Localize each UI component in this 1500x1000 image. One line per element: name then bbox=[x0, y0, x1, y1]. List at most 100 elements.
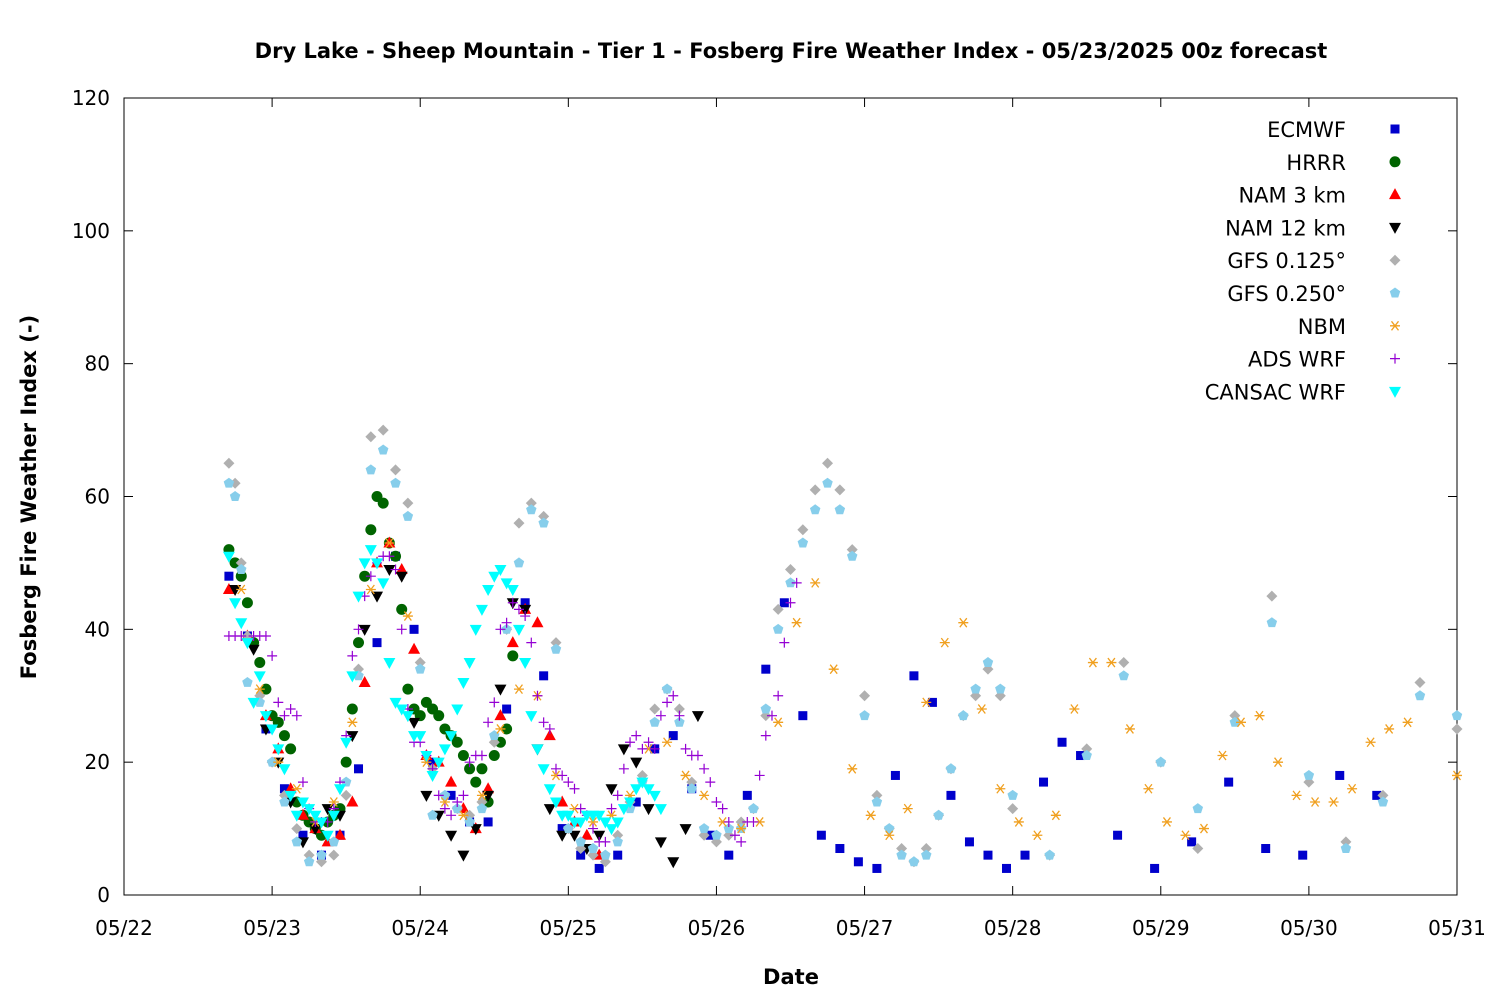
point-nam-12-km bbox=[457, 850, 470, 862]
point-gfs-0-125 bbox=[1118, 657, 1130, 669]
point-gfs-0-250 bbox=[884, 823, 895, 834]
point-nbm bbox=[513, 684, 524, 695]
point-nbm bbox=[865, 810, 876, 821]
point-nbm bbox=[1384, 724, 1395, 734]
point-ecmwf bbox=[594, 863, 604, 873]
point-ads-wrf bbox=[396, 624, 407, 635]
x-tick-label: 05/31 bbox=[1428, 916, 1486, 940]
point-cansac-wrf bbox=[593, 810, 606, 822]
point-ecmwf bbox=[1261, 844, 1271, 854]
point-ads-wrf bbox=[766, 710, 777, 721]
point-ads-wrf bbox=[476, 750, 487, 761]
point-nbm bbox=[1013, 817, 1024, 827]
point-gfs-0-125 bbox=[1266, 590, 1278, 602]
point-nam-3-km bbox=[296, 808, 309, 820]
chart-title: Dry Lake - Sheep Mountain - Tier 1 - Fos… bbox=[255, 39, 1328, 63]
point-ads-wrf bbox=[699, 763, 710, 774]
point-cansac-wrf bbox=[463, 658, 476, 670]
point-nbm bbox=[736, 823, 747, 834]
point-nam-12-km bbox=[309, 824, 322, 836]
point-nbm bbox=[939, 637, 950, 648]
point-nam-12-km bbox=[445, 830, 458, 842]
point-ads-wrf bbox=[557, 770, 568, 781]
point-gfs-0-125 bbox=[846, 544, 858, 556]
point-ecmwf bbox=[539, 671, 549, 681]
point-gfs-0-250 bbox=[908, 856, 920, 867]
point-cansac-wrf bbox=[401, 711, 414, 723]
point-nbm bbox=[1452, 770, 1462, 781]
x-tick-label: 05/30 bbox=[1280, 916, 1338, 940]
point-cansac-wrf bbox=[482, 584, 495, 596]
point-ads-wrf bbox=[569, 783, 580, 794]
point-nbm bbox=[847, 763, 858, 774]
point-nam-12-km bbox=[482, 790, 495, 802]
point-nbm bbox=[1254, 710, 1265, 721]
point-ecmwf bbox=[705, 830, 715, 840]
point-ads-wrf bbox=[273, 697, 284, 708]
point-gfs-0-250 bbox=[785, 577, 796, 588]
point-nam-3-km bbox=[346, 795, 359, 807]
point-ecmwf bbox=[1039, 777, 1049, 787]
point-ads-wrf bbox=[717, 803, 728, 814]
point-ads-wrf bbox=[643, 737, 654, 748]
y-tick-label: 120 bbox=[72, 86, 110, 110]
point-nam-12-km bbox=[642, 804, 655, 816]
point-cansac-wrf bbox=[432, 757, 445, 769]
point-nbm bbox=[1328, 797, 1339, 807]
point-cansac-wrf bbox=[617, 804, 630, 816]
point-cansac-wrf bbox=[253, 671, 266, 683]
axis-ticks: 0 20 40 60 80 100 120 05/22 05/23 05/24 05/25 05/26… bbox=[72, 86, 1486, 940]
point-nam-3-km bbox=[408, 642, 421, 654]
point-nbm bbox=[1365, 737, 1376, 748]
point-hrrr bbox=[365, 524, 377, 536]
point-nbm bbox=[1347, 783, 1358, 794]
point-nam-3-km bbox=[222, 582, 235, 594]
point-nbm bbox=[884, 830, 895, 841]
point-nam-12-km bbox=[593, 830, 606, 842]
point-nbm bbox=[680, 770, 691, 781]
point-gfs-0-250 bbox=[236, 564, 247, 575]
y-tick-label: 60 bbox=[85, 485, 110, 509]
point-cansac-wrf bbox=[389, 697, 402, 709]
x-axis-label: Date bbox=[763, 965, 819, 989]
point-gfs-0-250 bbox=[649, 716, 660, 727]
point-cansac-wrf bbox=[358, 558, 371, 570]
point-ads-wrf bbox=[748, 816, 759, 827]
point-gfs-0-250 bbox=[945, 763, 957, 774]
point-ads-wrf bbox=[452, 797, 463, 808]
legend-label-nam-3-km: NAM 3 km bbox=[1238, 184, 1346, 208]
point-ecmwf bbox=[576, 850, 586, 860]
point-ecmwf bbox=[872, 863, 882, 873]
point-ecmwf bbox=[668, 731, 678, 741]
series-gfs-0-250 bbox=[223, 444, 1463, 867]
point-ads-wrf bbox=[600, 836, 611, 847]
point-gfs-0-125 bbox=[871, 789, 883, 801]
point-cansac-wrf bbox=[605, 824, 618, 836]
point-nam-3-km bbox=[333, 828, 346, 840]
point-gfs-0-125 bbox=[550, 637, 562, 649]
point-gfs-0-125 bbox=[1192, 843, 1204, 855]
point-gfs-0-125 bbox=[649, 703, 661, 715]
point-ecmwf bbox=[742, 790, 752, 800]
point-cansac-wrf bbox=[371, 558, 384, 570]
point-gfs-0-250 bbox=[414, 663, 426, 674]
point-nbm bbox=[902, 803, 913, 814]
point-gfs-0-125 bbox=[822, 457, 834, 469]
point-gfs-0-125 bbox=[377, 424, 389, 436]
legend-marker-nam-12-km bbox=[1389, 222, 1401, 234]
point-cansac-wrf bbox=[229, 598, 242, 610]
point-cansac-wrf bbox=[537, 764, 550, 776]
point-gfs-0-125 bbox=[525, 497, 537, 509]
point-ads-wrf bbox=[773, 690, 784, 701]
point-ecmwf bbox=[557, 824, 567, 834]
point-nbm bbox=[588, 817, 599, 827]
legend-label-ads-wrf: ADS WRF bbox=[1248, 348, 1346, 372]
point-ecmwf bbox=[1187, 837, 1197, 847]
point-nbm bbox=[402, 611, 413, 621]
point-ecmwf bbox=[1372, 790, 1382, 800]
point-cansac-wrf bbox=[654, 804, 667, 816]
point-ecmwf bbox=[1057, 737, 1067, 747]
point-hrrr bbox=[340, 756, 352, 768]
point-hrrr bbox=[476, 763, 488, 775]
